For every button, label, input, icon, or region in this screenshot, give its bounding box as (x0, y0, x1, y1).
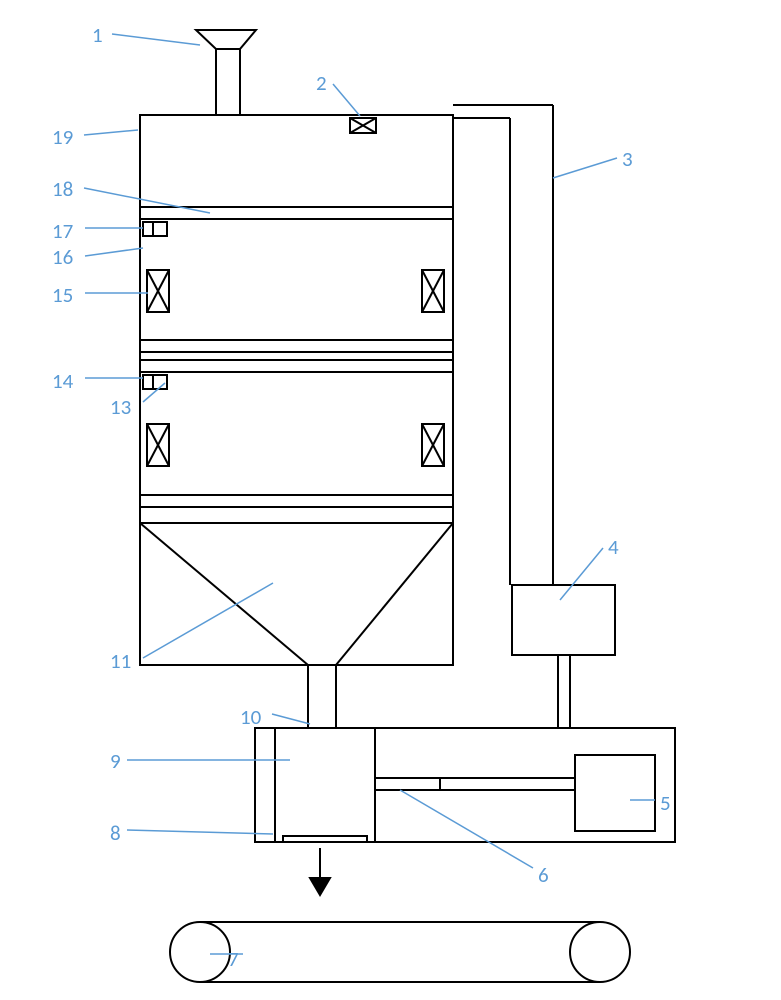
leader-lines (0, 0, 781, 1000)
